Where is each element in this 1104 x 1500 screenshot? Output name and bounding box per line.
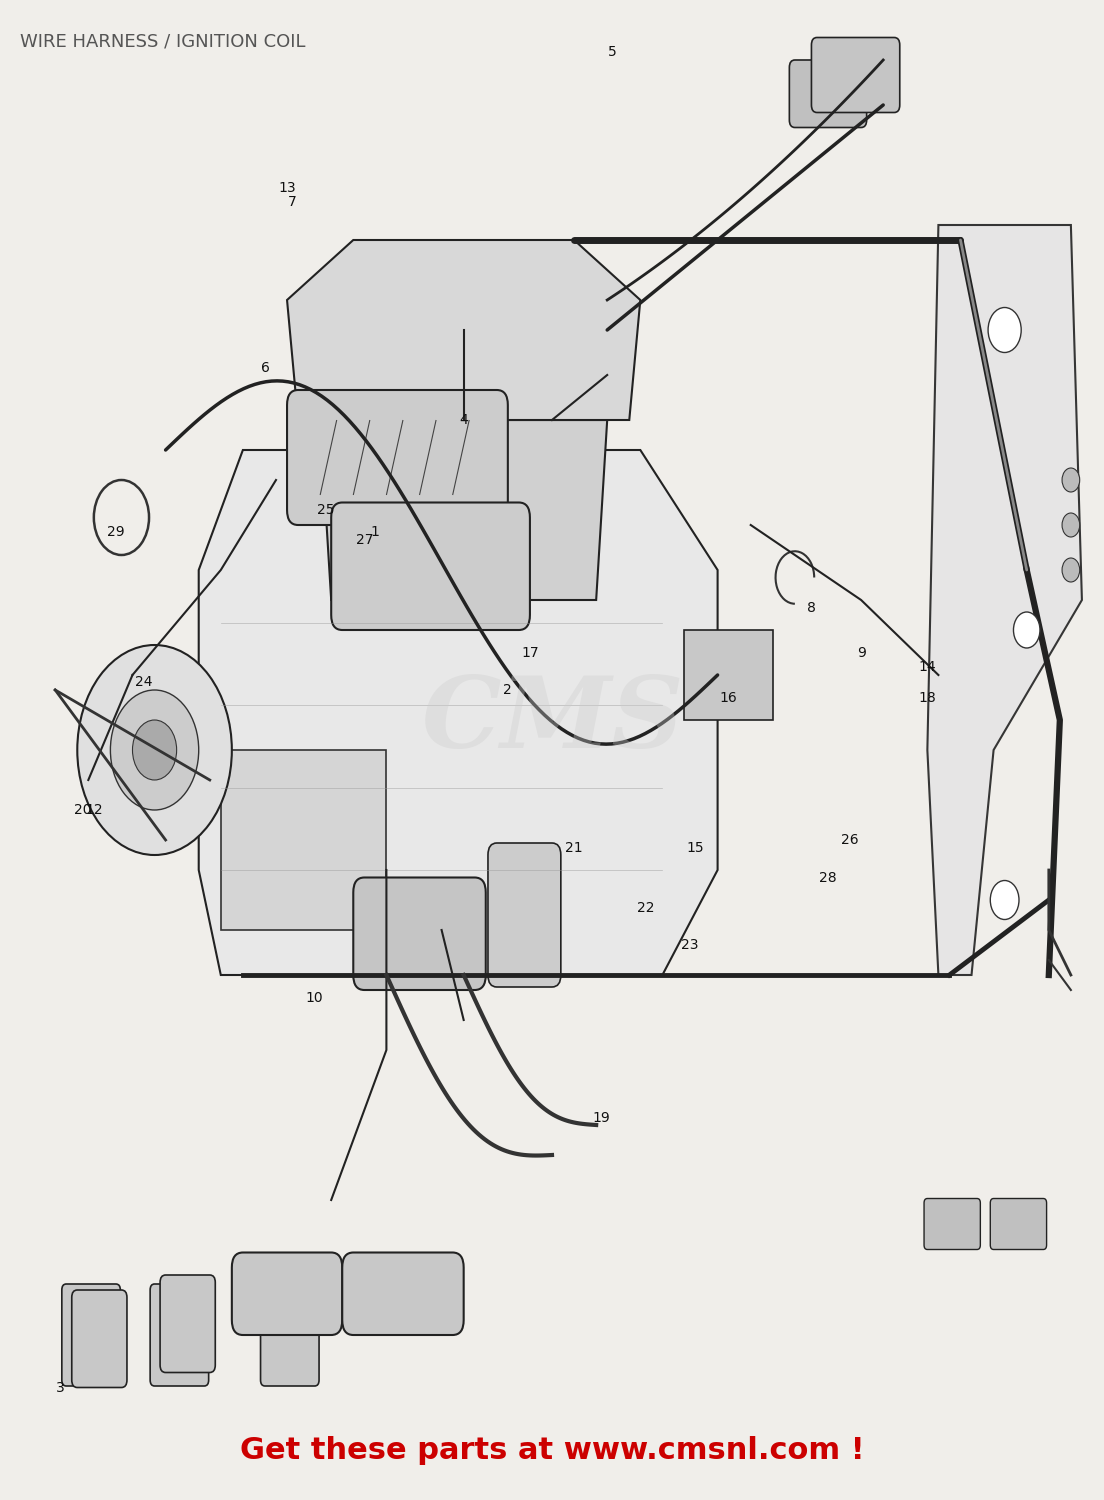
Polygon shape bbox=[221, 750, 386, 930]
FancyBboxPatch shape bbox=[160, 1275, 215, 1372]
FancyBboxPatch shape bbox=[232, 1252, 342, 1335]
Text: 25: 25 bbox=[317, 503, 335, 518]
Text: 27: 27 bbox=[355, 532, 373, 548]
Text: 5: 5 bbox=[608, 45, 617, 60]
Text: 21: 21 bbox=[565, 840, 583, 855]
FancyBboxPatch shape bbox=[261, 1284, 319, 1386]
Text: 4: 4 bbox=[459, 413, 468, 428]
Circle shape bbox=[132, 720, 177, 780]
Text: CMS: CMS bbox=[421, 672, 683, 768]
Text: 15: 15 bbox=[687, 840, 704, 855]
Circle shape bbox=[77, 645, 232, 855]
Text: 1: 1 bbox=[371, 525, 380, 540]
FancyBboxPatch shape bbox=[789, 60, 867, 128]
FancyBboxPatch shape bbox=[353, 878, 486, 990]
Polygon shape bbox=[927, 225, 1082, 975]
Polygon shape bbox=[464, 420, 607, 600]
Polygon shape bbox=[320, 420, 475, 600]
FancyBboxPatch shape bbox=[62, 1284, 120, 1386]
Text: 26: 26 bbox=[841, 833, 859, 848]
FancyBboxPatch shape bbox=[342, 1252, 464, 1335]
Text: Get these parts at www.cmsnl.com !: Get these parts at www.cmsnl.com ! bbox=[240, 1436, 864, 1466]
Text: 23: 23 bbox=[681, 938, 699, 952]
FancyBboxPatch shape bbox=[287, 390, 508, 525]
Polygon shape bbox=[199, 450, 718, 975]
Circle shape bbox=[988, 308, 1021, 352]
Text: 24: 24 bbox=[135, 675, 152, 690]
Bar bbox=[684, 630, 773, 720]
Text: 13: 13 bbox=[278, 180, 296, 195]
Circle shape bbox=[1013, 612, 1040, 648]
Text: WIRE HARNESS / IGNITION COIL: WIRE HARNESS / IGNITION COIL bbox=[20, 33, 306, 51]
Polygon shape bbox=[287, 240, 640, 420]
FancyBboxPatch shape bbox=[488, 843, 561, 987]
Circle shape bbox=[1062, 513, 1080, 537]
Text: 29: 29 bbox=[107, 525, 125, 540]
Circle shape bbox=[110, 690, 199, 810]
Text: 16: 16 bbox=[720, 690, 737, 705]
Text: 17: 17 bbox=[521, 645, 539, 660]
Text: 6: 6 bbox=[261, 360, 269, 375]
Text: 18: 18 bbox=[919, 690, 936, 705]
Circle shape bbox=[1062, 468, 1080, 492]
Text: 28: 28 bbox=[819, 870, 837, 885]
Text: 3: 3 bbox=[56, 1380, 65, 1395]
Text: 12: 12 bbox=[85, 802, 103, 818]
Text: 22: 22 bbox=[637, 900, 655, 915]
Circle shape bbox=[990, 880, 1019, 920]
Text: 8: 8 bbox=[807, 600, 816, 615]
FancyBboxPatch shape bbox=[990, 1198, 1047, 1249]
FancyBboxPatch shape bbox=[331, 503, 530, 630]
FancyBboxPatch shape bbox=[150, 1284, 209, 1386]
Text: 7: 7 bbox=[288, 195, 297, 210]
Text: 19: 19 bbox=[593, 1110, 611, 1125]
Circle shape bbox=[1062, 558, 1080, 582]
Text: 2: 2 bbox=[503, 682, 512, 698]
Text: 20: 20 bbox=[74, 802, 92, 818]
Text: 14: 14 bbox=[919, 660, 936, 675]
FancyBboxPatch shape bbox=[811, 38, 900, 112]
Text: 10: 10 bbox=[306, 990, 323, 1005]
Text: 9: 9 bbox=[857, 645, 866, 660]
FancyBboxPatch shape bbox=[924, 1198, 980, 1249]
FancyBboxPatch shape bbox=[72, 1290, 127, 1388]
